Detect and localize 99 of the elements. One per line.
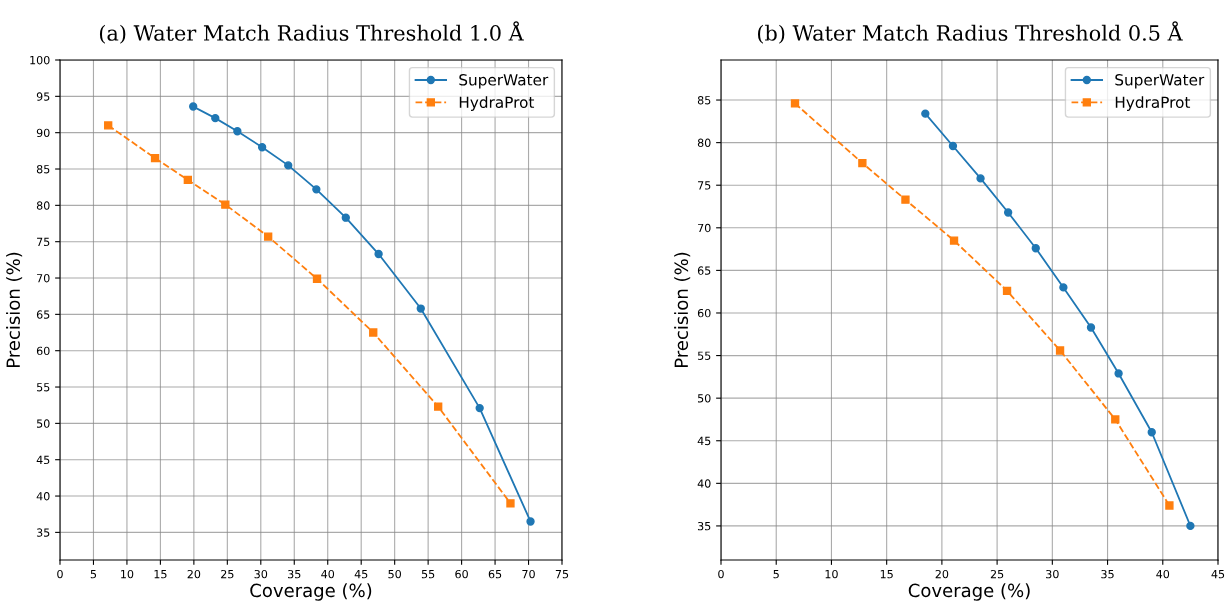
point [369,328,378,337]
x-tick-label: 35 [1101,569,1114,579]
y-tick-label: 80 [697,138,711,147]
y-tick-label: 60 [36,346,50,356]
y-tick-label: 80 [36,201,50,210]
point [189,102,198,111]
x-tick-label: 15 [154,570,167,579]
point [312,185,321,194]
x-tick-label: 65 [488,569,502,579]
point [858,158,867,168]
x-axis-title: Coverage (%) [250,583,372,601]
point [434,402,443,411]
point [416,304,425,313]
x-tick-label: 0 [718,569,724,579]
y-tick-label: 60 [697,308,711,318]
y-tick-label: 40 [36,492,50,501]
x-tick-label: 0 [57,569,63,579]
y-axis-title: Precision (%) [674,252,691,367]
x-tick-label: 45 [1211,570,1225,579]
point [506,499,515,508]
y-tick-label: 40 [697,479,711,488]
point [284,161,293,170]
y-tick-label: 35 [36,528,50,537]
point [104,121,113,130]
y-tick-label: 85 [697,96,711,105]
x-tick-label: 75 [555,570,569,579]
point [1111,415,1120,424]
y-tick-label: 75 [37,237,50,247]
point [233,127,242,136]
y-tick-label: 55 [37,383,50,392]
y-tick-label: 50 [698,394,711,403]
point [374,249,383,259]
point [1114,369,1123,378]
chart-title: (a) Water Match Radius Threshold 1.0 Å [99,21,524,44]
legend-label: SuperWater [1115,74,1205,89]
x-tick-label: 45 [354,570,368,579]
x-tick-label: 25 [221,569,234,579]
x-tick-label: 10 [121,569,134,579]
y-tick-label: 65 [697,266,711,275]
point [1031,244,1040,253]
point [901,195,910,204]
x-tick-label: 35 [288,569,301,579]
point [976,174,985,183]
point [1003,208,1013,217]
x-tick-label: 15 [880,570,893,579]
y-tick-label: 100 [30,55,50,65]
chart-title: (b) Water Match Radius Threshold 0.5 Å [757,21,1183,44]
point [526,517,535,526]
point [790,99,800,108]
y-axis-title: Precision (%) [6,252,23,367]
y-tick-label: 95 [36,92,50,101]
point [1059,283,1068,292]
x-tick-label: 40 [321,569,335,579]
point [475,403,484,413]
y-tick-label: 35 [697,521,711,531]
point [257,143,267,152]
point [211,113,220,123]
x-tick-label: 30 [1046,569,1059,579]
x-tick-label: 60 [455,569,468,579]
x-tick-label: 25 [990,569,1004,579]
y-tick-label: 90 [36,128,50,138]
y-tick-label: 50 [37,419,50,428]
x-tick-label: 20 [187,569,201,579]
point [183,175,193,185]
point [948,141,958,151]
legend-label: HydraProt [459,96,535,111]
point [1055,346,1065,355]
x-tick-label: 50 [388,569,401,579]
x-axis-title: Coverage (%) [908,583,1030,601]
y-tick-label: 55 [698,351,711,360]
y-tick-label: 65 [36,310,50,319]
x-tick-label: 10 [825,569,838,579]
point [1165,501,1174,510]
y-tick-label: 45 [697,436,711,446]
y-tick-label: 70 [37,274,50,283]
point [1147,428,1156,437]
point [949,236,959,245]
y-tick-label: 75 [698,181,711,190]
x-tick-label: 5 [90,570,97,579]
x-tick-label: 70 [522,569,535,579]
point [921,109,930,118]
point [263,232,273,241]
y-tick-label: 70 [698,223,711,233]
point [150,153,160,163]
point [1186,521,1195,531]
y-tick-label: 45 [36,455,50,465]
y-tick-label: 85 [36,164,50,174]
legend-label: SuperWater [459,74,549,89]
x-tick-label: 40 [1156,569,1170,579]
x-tick-label: 5 [773,570,779,579]
point [221,200,230,209]
point [1086,323,1096,332]
x-tick-label: 20 [935,569,949,579]
point [341,213,350,222]
legend-label: HydraProt [1115,96,1191,111]
x-tick-label: 30 [254,569,268,579]
point [312,274,322,283]
x-tick-label: 55 [421,570,435,579]
point [1002,286,1012,296]
